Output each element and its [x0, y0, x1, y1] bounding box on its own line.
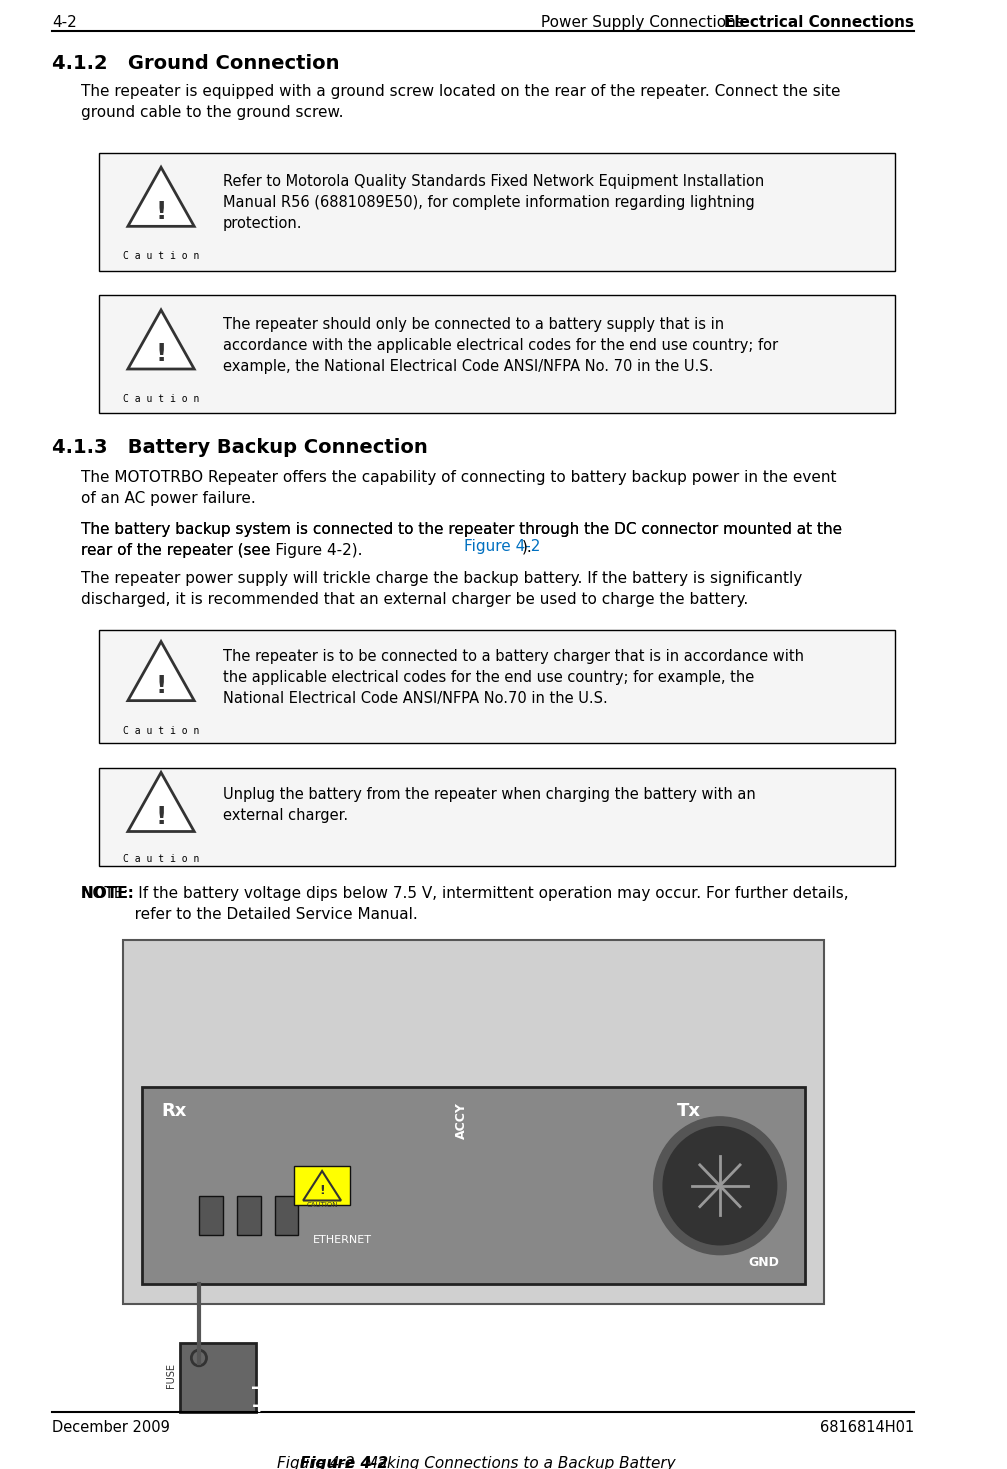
- Text: The repeater is equipped with a ground screw located on the rear of the repeater: The repeater is equipped with a ground s…: [81, 84, 840, 119]
- Text: FUSE: FUSE: [166, 1363, 176, 1388]
- Text: C a u t i o n: C a u t i o n: [123, 394, 199, 404]
- Text: The battery backup system is connected to the repeater through the DC connector : The battery backup system is connected t…: [81, 521, 842, 558]
- FancyBboxPatch shape: [237, 1196, 261, 1235]
- Text: Figure 4-2: Figure 4-2: [464, 539, 541, 554]
- Text: Tx: Tx: [678, 1102, 701, 1119]
- Text: Rx: Rx: [161, 1102, 186, 1119]
- Polygon shape: [128, 310, 194, 369]
- FancyBboxPatch shape: [100, 767, 895, 865]
- Text: The MOTOTRBO Repeater offers the capability of connecting to battery backup powe: The MOTOTRBO Repeater offers the capabil…: [81, 470, 836, 507]
- Polygon shape: [128, 773, 194, 831]
- Text: GND: GND: [748, 1256, 779, 1269]
- Text: Figure 4-2  Making Connections to a Backup Battery: Figure 4-2 Making Connections to a Backu…: [277, 1456, 676, 1469]
- FancyBboxPatch shape: [199, 1196, 223, 1235]
- Text: +: +: [251, 1397, 268, 1416]
- Circle shape: [654, 1116, 786, 1255]
- Text: 4.1.3   Battery Backup Connection: 4.1.3 Battery Backup Connection: [52, 438, 428, 457]
- Text: Unplug the battery from the repeater when charging the battery with an
external : Unplug the battery from the repeater whe…: [223, 787, 755, 823]
- Text: The battery backup system is connected to the repeater through the DC connector : The battery backup system is connected t…: [81, 521, 842, 558]
- Text: !: !: [155, 805, 167, 829]
- FancyBboxPatch shape: [275, 1196, 298, 1235]
- Text: C a u t i o n: C a u t i o n: [123, 726, 199, 736]
- Text: The repeater power supply will trickle charge the backup battery. If the battery: The repeater power supply will trickle c…: [81, 571, 802, 607]
- Text: ACCY: ACCY: [455, 1102, 467, 1138]
- Text: NOTE:: NOTE:: [81, 886, 139, 900]
- Text: The repeater is to be connected to a battery charger that is in accordance with
: The repeater is to be connected to a bat…: [223, 649, 804, 707]
- Text: !: !: [155, 342, 167, 366]
- Text: Electrical Connections: Electrical Connections: [724, 15, 914, 29]
- FancyBboxPatch shape: [123, 940, 824, 1304]
- FancyBboxPatch shape: [142, 1087, 806, 1284]
- Text: NOTE:  If the battery voltage dips below 7.5 V, intermittent operation may occur: NOTE: If the battery voltage dips below …: [81, 886, 848, 921]
- Text: !: !: [155, 674, 167, 698]
- FancyBboxPatch shape: [294, 1166, 350, 1206]
- Text: Power Supply Connections: Power Supply Connections: [536, 15, 743, 29]
- FancyBboxPatch shape: [100, 295, 895, 413]
- Text: 4.1.2   Ground Connection: 4.1.2 Ground Connection: [52, 54, 339, 73]
- Text: Refer to Motorola Quality Standards Fixed Network Equipment Installation
Manual : Refer to Motorola Quality Standards Fixe…: [223, 175, 764, 231]
- Polygon shape: [128, 642, 194, 701]
- Text: CAUTION: CAUTION: [306, 1203, 337, 1209]
- Text: ETHERNET: ETHERNET: [312, 1235, 372, 1244]
- Text: ).: ).: [522, 539, 533, 554]
- Text: C a u t i o n: C a u t i o n: [123, 251, 199, 261]
- FancyBboxPatch shape: [100, 630, 895, 743]
- Text: 6816814H01: 6816814H01: [820, 1421, 914, 1435]
- Text: 4-2: 4-2: [52, 15, 77, 29]
- Text: !: !: [319, 1184, 325, 1197]
- Text: C a u t i o n: C a u t i o n: [123, 853, 199, 864]
- Polygon shape: [128, 167, 194, 226]
- Text: December 2009: December 2009: [52, 1421, 170, 1435]
- Text: The repeater should only be connected to a battery supply that is in
accordance : The repeater should only be connected to…: [223, 317, 777, 373]
- Polygon shape: [303, 1171, 341, 1200]
- Text: -: -: [251, 1378, 259, 1397]
- Text: Figure 4-2: Figure 4-2: [300, 1456, 388, 1469]
- FancyBboxPatch shape: [180, 1343, 256, 1412]
- FancyBboxPatch shape: [100, 153, 895, 270]
- Text: !: !: [155, 200, 167, 223]
- Circle shape: [663, 1127, 776, 1244]
